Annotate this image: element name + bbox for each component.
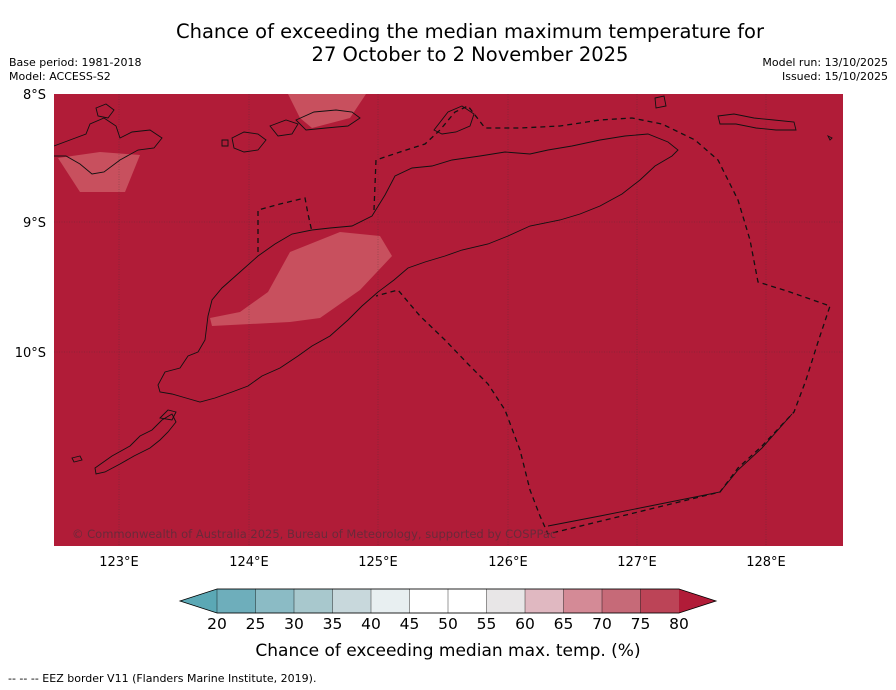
colorbar-tick: 25 (245, 615, 266, 633)
colorbar-tick: 40 (361, 615, 381, 633)
ndao-coast (71, 455, 83, 463)
eez-timor-leste (257, 197, 313, 252)
chart-title: Chance of exceeding the median maximum t… (0, 20, 896, 66)
colorbar-cell (332, 588, 372, 614)
lat-label: 8°S (23, 88, 46, 103)
base-period: Base period: 1981-2018 (9, 56, 142, 69)
lat-label: 10°S (15, 346, 46, 361)
colorbar-cell (447, 588, 487, 614)
colorbar-label: Chance of exceeding median max. temp. (%… (255, 641, 641, 661)
title-line-1: Chance of exceeding the median maximum t… (175, 20, 765, 43)
wetar-coast (433, 105, 475, 135)
model-name: Model: ACCESS-S2 (9, 70, 111, 83)
semau-coast (159, 409, 177, 421)
colorbar-cell (370, 588, 410, 614)
colorbar-tick: 55 (476, 615, 497, 633)
graticule (54, 94, 843, 546)
colorbar-tick: 35 (322, 615, 343, 633)
timor-coast (157, 133, 679, 403)
title-line-2: 27 October to 2 November 2025 (311, 43, 629, 66)
colorbar-cell (216, 588, 256, 614)
meta-left: Base period: 1981-2018 Model: ACCESS-S2 (9, 56, 141, 84)
adonara-coast (95, 103, 115, 119)
eez-borders (257, 105, 831, 535)
colorbar-tick: 45 (399, 615, 420, 633)
colorbar-outline (178, 588, 718, 614)
pantar-coast (269, 119, 299, 137)
colorbar-cell (640, 588, 680, 614)
colorbar-tick: 30 (284, 615, 304, 633)
colorbar-over-triangle (679, 589, 716, 613)
colorbar-cell (563, 588, 603, 614)
moa-coast (826, 134, 833, 141)
lon-label: 127°E (617, 555, 657, 570)
longitude-labels: 123°E 124°E 125°E 126°E 127°E 128°E (99, 555, 786, 570)
lon-label: 128°E (746, 555, 786, 570)
patch-central (210, 232, 392, 326)
latitude-labels: 8°S 9°S 10°S (15, 88, 46, 361)
colorbar-tick: 65 (553, 615, 574, 633)
colorbar-cell (524, 588, 564, 614)
lat-label: 9°S (23, 216, 46, 231)
colorbar-tick: 80 (669, 615, 689, 633)
colorbar-cell (409, 588, 449, 614)
colorbar-cells (216, 588, 680, 614)
patch-west (58, 152, 140, 192)
issued-date: Issued: 15/10/2025 (781, 70, 888, 83)
australia-coast (547, 413, 793, 527)
alor-coast (231, 131, 267, 153)
colorbar-tick: 60 (515, 615, 535, 633)
colorbar-tick: 20 (207, 615, 227, 633)
colorbar (178, 588, 718, 614)
map-background (54, 94, 843, 546)
lon-label: 126°E (488, 555, 528, 570)
meta-right: Model run: 13/10/2025 Issued: 15/10/2025 (762, 56, 888, 84)
colorbar-tick: 75 (630, 615, 651, 633)
copyright-note: © Commonwealth of Australia 2025, Bureau… (72, 527, 556, 541)
kisar-coast (654, 95, 667, 109)
lon-label: 125°E (358, 555, 398, 570)
colorbar-cell (601, 588, 641, 614)
lon-label: 124°E (229, 555, 269, 570)
colorbar-tick: 70 (592, 615, 612, 633)
eez-legend-note: -- -- -- EEZ border V11 (Flanders Marine… (8, 672, 317, 685)
lon-label: 123°E (99, 555, 139, 570)
colorbar-under-triangle (180, 589, 217, 613)
colorbar-cell (486, 588, 526, 614)
sabu-coast (221, 139, 229, 147)
colorbar-cell (255, 588, 295, 614)
leti-coast (717, 113, 797, 131)
roti-coast (94, 413, 177, 475)
coastlines (54, 95, 833, 527)
flores-coast (54, 117, 163, 175)
alor-main-coast (295, 109, 361, 131)
colorbar-tick: 50 (438, 615, 458, 633)
eez-main (373, 105, 831, 535)
map-panel: © Commonwealth of Australia 2025, Bureau… (54, 94, 843, 546)
colorbar-cell (293, 588, 333, 614)
model-run: Model run: 13/10/2025 (762, 56, 888, 69)
